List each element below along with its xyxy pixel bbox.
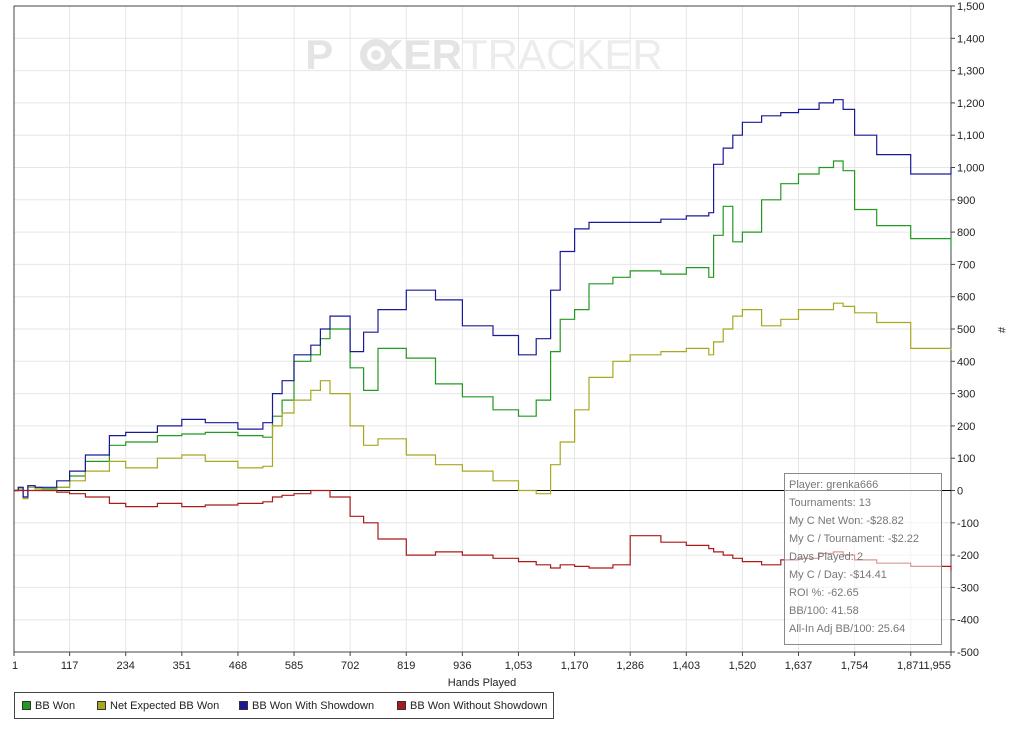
x-tick-label: 1,637 <box>785 660 813 672</box>
y-tick-label: 200 <box>957 421 975 433</box>
x-tick-label: 1,754 <box>841 660 869 672</box>
y-tick-label: 1,400 <box>957 33 985 45</box>
stat-roi: ROI %: -62.65 <box>789 587 859 599</box>
legend-label-bb-won: BB Won <box>35 700 76 712</box>
stat-per-day: My C / Day: -$14.41 <box>789 569 887 581</box>
chart-legend: BB Won Net Expected BB Won BB Won With S… <box>14 692 554 719</box>
legend-swatch-net-expected <box>97 701 106 710</box>
legend-item-net-expected: Net Expected BB Won <box>97 700 219 712</box>
legend-label-without-showdown: BB Won Without Showdown <box>410 700 548 712</box>
y-tick-label: 1,100 <box>957 130 985 142</box>
x-tick-label: 1,520 <box>729 660 757 672</box>
stat-tournaments: Tournaments: 13 <box>789 497 871 509</box>
watermark-part-1: P <box>305 31 333 78</box>
stats-panel: Player: grenka666 Tournaments: 13 My C N… <box>784 473 942 645</box>
series-bb-won-without-showdown <box>14 489 952 572</box>
stat-bb-per-100: BB/100: 41.58 <box>789 605 859 617</box>
x-tick-label: 1,286 <box>616 660 644 672</box>
y-tick-label: 700 <box>957 259 975 271</box>
x-tick-label: 234 <box>117 660 135 672</box>
stat-net-won: My C Net Won: -$28.82 <box>789 515 904 527</box>
series-net-expected-bb-won <box>14 302 952 500</box>
legend-item-without-showdown: BB Won Without Showdown <box>397 700 547 712</box>
legend-swatch-bb-won <box>22 701 31 710</box>
y-tick-label: 800 <box>957 227 975 239</box>
series-bb-won-with-showdown <box>14 99 952 498</box>
x-tick-label: 1,053 <box>505 660 533 672</box>
y-axis-ticks: 1,500 1,400 1,300 1,200 1,100 1,000 900 800 700 6… <box>951 1 985 659</box>
x-tick-label: 1,955 <box>923 660 951 672</box>
legend-label-with-showdown: BB Won With Showdown <box>252 700 375 712</box>
legend-swatch-without-showdown <box>397 701 406 710</box>
x-tick-label: 702 <box>341 660 359 672</box>
series-lines <box>14 99 952 572</box>
y-tick-label: 400 <box>957 356 975 368</box>
stat-player: Player: grenka666 <box>789 479 879 491</box>
stat-allin-adj: All-In Adj BB/100: 25.64 <box>789 623 906 635</box>
y-tick-label: 500 <box>957 324 975 336</box>
stat-days-played: Days Played: 2 <box>789 551 863 563</box>
legend-swatch-with-showdown <box>239 701 248 710</box>
y-tick-label: 1,200 <box>957 98 985 110</box>
y-axis-title: # <box>995 327 1007 334</box>
legend-item-with-showdown: BB Won With Showdown <box>239 700 374 712</box>
legend-label-net-expected: Net Expected BB Won <box>110 700 220 712</box>
y-tick-label: 100 <box>957 453 975 465</box>
y-tick-label: 1,500 <box>957 1 985 13</box>
y-tick-label: -200 <box>957 550 979 562</box>
x-tick-label: 117 <box>61 660 79 672</box>
stat-per-tournament: My C / Tournament: -$2.22 <box>789 533 920 545</box>
x-axis-ticks: 1 117 234 351 468 585 702 819 936 1,053 1,170 1,286… <box>12 652 952 672</box>
x-tick-label: 585 <box>285 660 303 672</box>
x-tick-label: 1 <box>12 660 18 672</box>
x-tick-label: 936 <box>453 660 471 672</box>
watermark-part-3: TRACKER <box>462 31 663 78</box>
poker-chip-center-icon <box>371 50 381 60</box>
x-tick-label: 819 <box>397 660 415 672</box>
x-tick-label: 351 <box>173 660 191 672</box>
y-tick-label: 600 <box>957 292 975 304</box>
y-tick-label: -400 <box>957 615 979 627</box>
watermark: P KERTRACKER <box>305 31 662 78</box>
y-tick-label: -500 <box>957 647 979 659</box>
legend-item-bb-won: BB Won <box>22 700 75 712</box>
x-tick-label: 1,170 <box>561 660 589 672</box>
x-tick-label: 1,871 <box>897 660 925 672</box>
y-tick-label: -300 <box>957 582 979 594</box>
y-tick-label: 900 <box>957 195 975 207</box>
x-axis-title: Hands Played <box>448 677 517 689</box>
y-tick-label: 1,300 <box>957 66 985 78</box>
y-tick-label: 1,000 <box>957 163 985 175</box>
x-tick-label: 1,403 <box>673 660 701 672</box>
x-tick-label: 468 <box>229 660 247 672</box>
y-tick-label: 300 <box>957 389 975 401</box>
y-tick-label: 0 <box>957 486 963 498</box>
y-tick-label: -100 <box>957 518 979 530</box>
